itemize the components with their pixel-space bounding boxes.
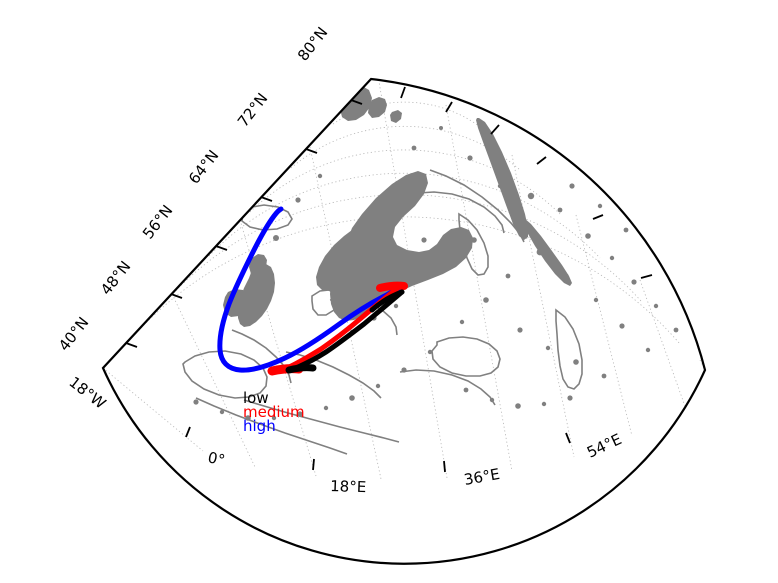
border-ticks	[125, 86, 653, 473]
trajectory-low-head[interactable]	[369, 289, 405, 313]
coast-mediterranean-north	[285, 351, 382, 399]
lon-label-36e: 36°E	[463, 465, 502, 489]
coast-mediterranean-south	[243, 399, 400, 443]
meridian-lines	[103, 79, 705, 480]
lon-label-18w: 18°W	[66, 373, 110, 413]
coast-turkey-levant	[399, 369, 496, 406]
land-novaya-zemlya	[476, 118, 528, 240]
lat-label-48: 48°N	[97, 258, 134, 299]
lon-label-0: 0°	[206, 448, 226, 469]
parallel-lines	[127, 101, 681, 345]
coast-iceland	[241, 204, 293, 231]
lat-label-72: 72°N	[234, 90, 271, 131]
map-border-group	[101, 77, 707, 565]
land-ireland	[223, 289, 249, 317]
coast-denmark	[311, 289, 338, 316]
legend: low medium high	[243, 389, 305, 435]
longitude-labels: 18°W 0° 18°E 36°E 54°E	[66, 373, 625, 496]
lon-label-54e: 54°E	[584, 430, 624, 462]
island-speckle	[193, 126, 679, 421]
coast-barents	[403, 191, 505, 234]
land-scandinavia	[330, 171, 473, 321]
land-svalbard-east	[368, 97, 387, 118]
coast-north-africa	[195, 397, 348, 455]
trajectory-low-tail[interactable]	[285, 364, 317, 374]
trajectory-medium-head[interactable]	[376, 281, 408, 292]
trajectory-high[interactable]	[217, 206, 398, 373]
lon-label-18e: 18°E	[330, 477, 367, 496]
coastlines-group	[182, 86, 679, 455]
land-svalbard-islet	[390, 110, 402, 123]
coast-caspian	[555, 308, 583, 390]
map-border	[101, 77, 707, 565]
lat-label-80: 80°N	[294, 24, 331, 65]
coast-black-sea	[431, 336, 501, 377]
lat-label-56: 56°N	[139, 202, 176, 243]
legend-item-low[interactable]: low	[243, 389, 269, 407]
legend-item-medium[interactable]: medium	[243, 403, 305, 421]
coast-europe-atlantic	[231, 329, 292, 384]
legend-item-high[interactable]: high	[243, 417, 276, 435]
trajectory-group	[217, 206, 408, 376]
lat-label-40: 40°N	[55, 314, 92, 355]
coast-white-sea	[458, 212, 489, 276]
land-gb-north	[249, 254, 267, 276]
land-svalbard	[340, 86, 372, 121]
land-novaya-zemlya-south	[523, 218, 572, 286]
land-norway-coast	[316, 225, 379, 291]
lat-label-64: 64°N	[185, 147, 222, 188]
latitude-labels: 80°N 72°N 64°N 56°N 48°N 40°N	[55, 24, 331, 355]
land-great-britain	[238, 264, 275, 327]
